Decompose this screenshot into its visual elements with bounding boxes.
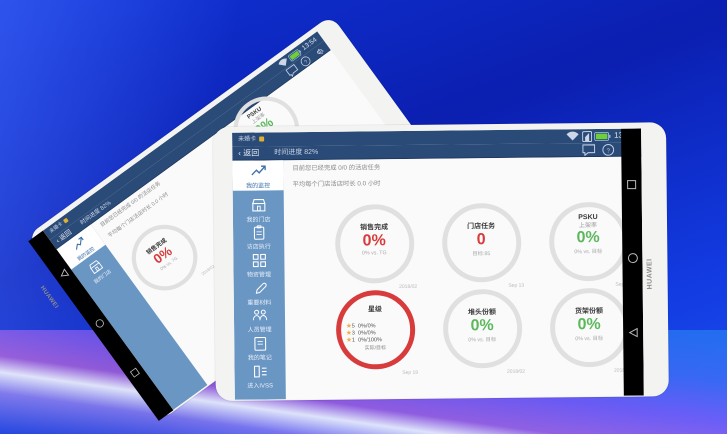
- svg-text:?: ?: [607, 149, 611, 155]
